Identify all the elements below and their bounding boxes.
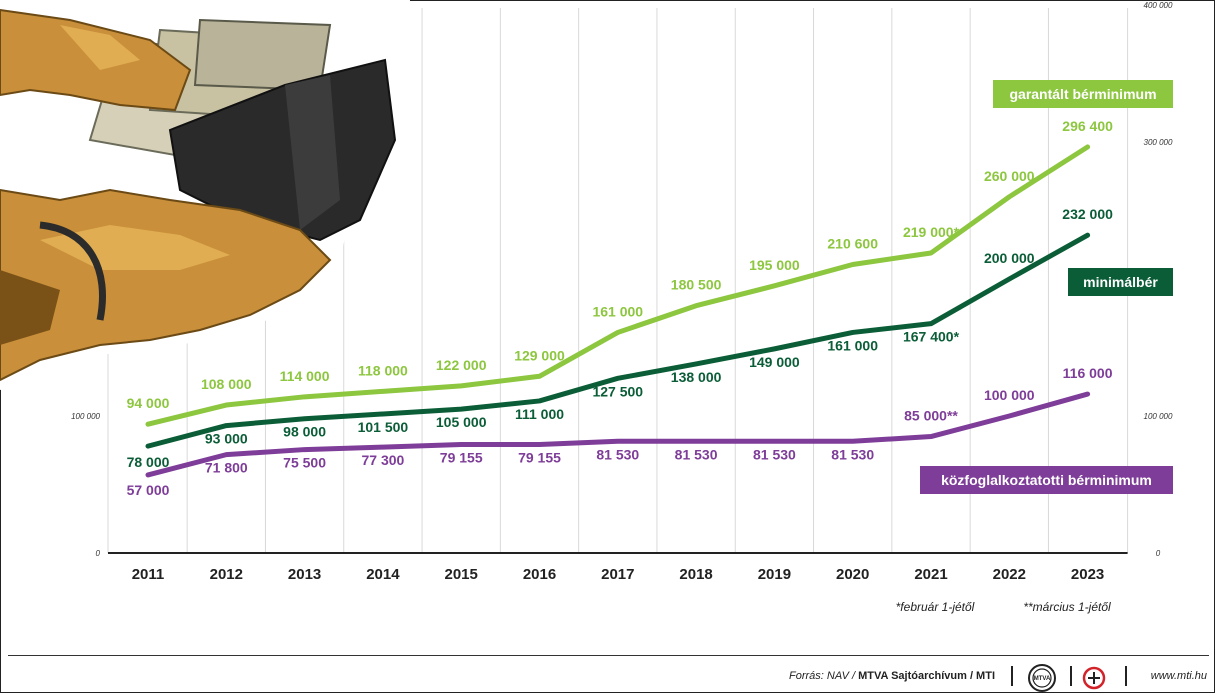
y-tick-label-right: 300 000 [1144,138,1173,147]
x-tick-label: 2011 [132,566,165,583]
y-tick-label-right: 0 [1156,549,1161,558]
data-label: 105 000 [436,414,487,430]
x-tick-label: 2014 [366,566,400,583]
y-tick-label-right: 100 000 [1144,412,1173,421]
source-agency: MTVA Sajtóarchívum / MTI [858,670,995,682]
data-label: 79 155 [518,450,561,466]
legend-label: minimálbér [1083,274,1158,290]
data-label: 210 600 [827,235,878,251]
data-label: 296 400 [1062,118,1113,134]
data-label: 100 000 [984,387,1035,403]
y-tick-label-left: 100 000 [71,412,100,421]
x-tick-label: 2018 [679,566,712,583]
footnote: *február 1-jétől [896,600,975,614]
footer: Forrás: NAV / MTVA Sajtóarchívum / MTI M… [0,655,1217,695]
data-label: 122 000 [436,357,487,373]
series-lines [145,144,1091,478]
legend-box [1068,268,1173,296]
data-label: 81 530 [831,446,874,462]
x-tick-label: 2015 [445,566,478,583]
x-tick-label: 2020 [836,566,869,583]
data-label: 260 000 [984,168,1035,184]
data-label: 138 000 [671,369,722,385]
x-tick-label: 2013 [288,566,321,583]
x-tick-label: 2019 [758,566,791,583]
series-line [145,391,1091,478]
legend-label: garantált bérminimum [1009,86,1156,102]
data-label: 118 000 [358,362,408,378]
x-axis: 2011 2012 2013 2014 2015 2016 2017 2018 2019 2020… [108,552,1128,583]
footnote: **március 1-jétől [1023,600,1111,614]
data-label: 111 000 [515,406,564,422]
legend-box [920,466,1173,494]
data-label: 129 000 [514,347,565,363]
data-label: 167 400* [903,329,960,345]
data-labels: 94 000 108 000 114 000 118 000 122 000 129 00… [127,118,1114,498]
y-tick-label-right: 400 000 [1144,1,1173,10]
data-label: 161 000 [592,303,643,319]
legend-box [993,80,1173,108]
data-label: 200 000 [984,250,1035,266]
series-line [145,232,1091,449]
data-label: 81 530 [596,446,639,462]
footer-divider [8,655,1209,656]
data-label: 161 000 [827,337,878,353]
data-label: 85 000** [904,408,958,424]
x-tick-label: 2017 [601,566,634,583]
data-label: 101 500 [358,419,409,435]
y-tick-label-left: 0 [96,549,101,558]
data-label: 77 300 [361,452,404,468]
data-label: 81 530 [753,446,796,462]
data-label: 81 530 [675,446,718,462]
data-label: 232 000 [1062,206,1113,222]
data-label: 108 000 [201,376,252,392]
footnotes: *február 1-jétől **március 1-jétől [896,600,1111,614]
x-tick-label: 2016 [523,566,556,583]
mtva-logo-icon: MTVA [1028,664,1056,692]
data-label: 93 000 [205,431,248,447]
series-legend: garantált bérminimum minimálbér közfoglalk… [920,80,1173,494]
data-label: 116 000 [1063,365,1113,381]
mti-logo-icon [1082,666,1106,690]
legend-label: közfoglalkoztatotti bérminimum [941,472,1152,488]
wage-chart: 2011 2012 2013 2014 2015 2016 2017 2018 2019 2020… [0,0,1173,614]
x-tick-label: 2021 [914,566,947,583]
series-line [145,144,1091,427]
source-prefix: Forrás: NAV / [789,670,859,682]
data-label: 114 000 [280,368,330,384]
y-axis-left: 0 100 000 [71,412,100,558]
x-tick-label: 2022 [993,566,1026,583]
x-tick-label: 2023 [1071,566,1104,583]
data-label: 195 000 [749,257,800,273]
data-label: 219 000* [903,224,960,240]
data-label: 57 000 [127,482,170,498]
footer-separator [1070,666,1072,686]
mtva-logo-text: MTVA [1034,676,1051,682]
hands-wallet-money-photo [0,0,410,390]
source-credit: Forrás: NAV / MTVA Sajtóarchívum / MTI [789,670,995,682]
data-label: 98 000 [283,424,326,440]
data-label: 78 000 [127,454,170,470]
data-label: 94 000 [127,395,170,411]
footer-separator [1125,666,1127,686]
data-label: 149 000 [749,354,800,370]
website-link[interactable]: www.mti.hu [1150,670,1207,682]
data-label: 79 155 [440,450,483,466]
data-label: 180 500 [671,277,722,293]
x-tick-label: 2012 [210,566,243,583]
y-axis-right: 0 100 000 300 000 400 000 [1144,1,1173,558]
footer-separator [1011,666,1013,686]
data-label: 75 500 [283,455,326,471]
data-label: 71 800 [205,460,248,476]
data-label: 127 500 [592,383,643,399]
